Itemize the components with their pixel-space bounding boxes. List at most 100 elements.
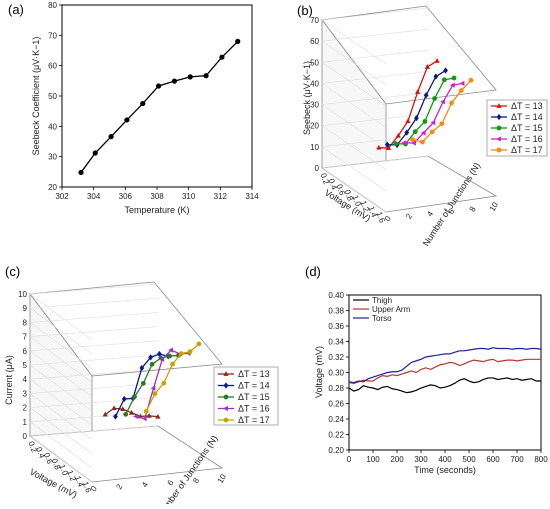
b-point [405, 118, 411, 124]
b-junction-tick-label: 4 [425, 209, 435, 218]
c-z-tick-label: 9 [23, 304, 28, 313]
c-grid-line [29, 336, 93, 383]
panel-d-y-tick-label: 0.24 [328, 415, 344, 424]
c-z-tick-label: 4 [23, 375, 28, 384]
b-point [441, 77, 447, 83]
c-z-tick-label: 10 [18, 290, 27, 299]
c-grid-line [29, 425, 159, 437]
b-junction-tick-label: 2 [404, 212, 414, 221]
b-point [385, 145, 392, 150]
c-voltage-tick-label: 0.8 [50, 457, 62, 471]
panel-b-junction-ticks: 0 2 4 6 8 10 [383, 200, 500, 223]
b-legend-marker [496, 113, 502, 121]
b-voltage-tick-label: 0.4 [327, 178, 339, 192]
b-z-tick-label: 70 [310, 16, 319, 25]
c-z-tick-label: 5 [23, 361, 28, 370]
b-z-tick-label: 30 [310, 101, 319, 110]
c-z-tick-label: 2 [23, 404, 28, 413]
panel-a-letter: (a) [8, 2, 24, 17]
b-point [420, 130, 426, 136]
panel-a-x-tick-label: 306 [119, 192, 133, 201]
c-point [159, 356, 165, 362]
b-junction-tick-label: 8 [468, 204, 478, 213]
panel-d-x-tick-label: 0 [347, 455, 352, 464]
panel-a-point [155, 83, 162, 89]
c-legend-marker [223, 371, 229, 376]
b-point [434, 58, 440, 63]
c-point [102, 411, 108, 417]
c-point [120, 406, 126, 412]
b-voltage-tick-label: 1.0 [351, 194, 363, 208]
panel-c-letter: (c) [5, 264, 20, 279]
b-point [443, 67, 448, 74]
c-legend-label: ΔT = 15 [238, 392, 270, 402]
panel-d-y-tick-label: 0.36 [328, 322, 344, 331]
panel-b-letter: (b) [297, 3, 313, 18]
c-grid-line [29, 293, 93, 341]
c-z-tick-label: 8 [23, 318, 28, 327]
panel-c-y-label: Current (μA) [4, 355, 14, 405]
panel-a-x-tick-label: 314 [245, 192, 259, 201]
panel-a-x-tick-label: 312 [214, 192, 228, 201]
c-point [170, 361, 175, 367]
c-legend-label: ΔT = 17 [238, 415, 270, 425]
panel-a-y-tick-label: 70 [48, 31, 57, 40]
panel-d-y-tick-label: 0.40 [328, 291, 344, 300]
panel-c: (c) 0 1 2 3 4 5 6 7 8 9 10 0.20.40.60.81.01.21.41.… [4, 264, 279, 509]
b-point [393, 141, 399, 147]
b-point [449, 82, 455, 88]
c-grid-line [29, 435, 93, 483]
b-point [404, 129, 410, 136]
b-grid-line [321, 7, 429, 21]
panel-d-x-label: Time (seconds) [414, 465, 476, 475]
c-point [167, 353, 173, 359]
panel-d-x-tick-label: 400 [438, 455, 452, 464]
c-point [146, 412, 152, 418]
c-point [140, 380, 146, 386]
panel-c-z-ticks: 0 1 2 3 4 5 6 7 8 9 10 [18, 290, 27, 441]
b-grid-line [321, 125, 387, 170]
c-grid-line [29, 378, 93, 426]
c-grid-line [29, 326, 159, 337]
c-point [111, 405, 117, 411]
c-point [155, 413, 161, 419]
b-point [422, 119, 428, 124]
c-point [156, 350, 162, 358]
b-z-tick-label: 40 [310, 79, 319, 88]
panel-a-point [124, 117, 130, 123]
panel-d-x-tick-label: 600 [486, 455, 500, 464]
c-z-tick-label: 7 [23, 333, 28, 342]
b-point [424, 64, 431, 69]
b-grid-line [321, 146, 387, 192]
panel-d-y-tick-label: 0.26 [328, 400, 344, 409]
panel-b-y-label: Seebeck (μV·K−1) [302, 61, 312, 135]
panel-a-x-label: Temperature (K) [124, 205, 189, 215]
c-grid-line [29, 393, 93, 440]
c-point [133, 413, 138, 420]
c-grid-line [29, 312, 159, 323]
panel-c-junction-ticks: 0 2 4 6 8 10 [89, 472, 228, 493]
c-grid-line [29, 364, 93, 412]
panel-a-y-tick-label: 30 [48, 153, 57, 162]
c-grid-line [29, 322, 93, 369]
panel-a-point [140, 100, 146, 107]
panel-d-legend-label: Thigh [372, 296, 392, 305]
b-point [415, 89, 421, 94]
b-point [449, 100, 454, 106]
panel-d-y-tick-label: 0.34 [328, 338, 344, 347]
panel-d-series-line [348, 347, 542, 384]
panel-a-y-label: Seebeck Coefficient (μV·K−1) [31, 37, 41, 156]
panel-a-point [171, 78, 178, 84]
panel-d-y-ticks: 0.20 0.22 0.24 0.26 0.28 0.30 0.32 0.34 0.36 0.38… [328, 291, 349, 455]
panel-d-y-tick-label: 0.38 [328, 307, 344, 316]
b-point [410, 137, 416, 143]
b-voltage-tick-label: 1.2 [359, 200, 371, 214]
panel-d-series [348, 347, 542, 394]
panel-d-x-tick-label: 200 [390, 455, 404, 464]
b-legend-label: ΔT = 17 [511, 145, 543, 155]
c-voltage-tick-label: 0.4 [34, 446, 46, 460]
c-legend-label: ΔT = 14 [238, 381, 270, 391]
